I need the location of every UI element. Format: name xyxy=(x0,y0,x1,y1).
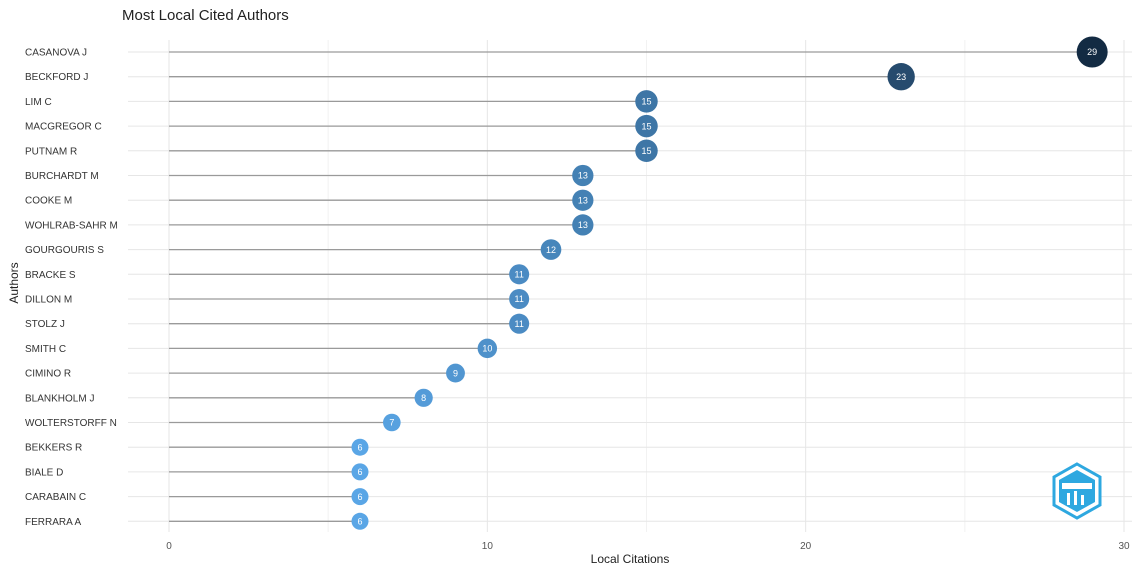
bibliometrix-logo xyxy=(1052,462,1102,520)
lollipop-dot xyxy=(572,214,594,236)
dot-value-label: 13 xyxy=(578,220,588,230)
y-tick-label: WOHLRAB-SAHR M xyxy=(25,220,118,231)
y-tick-labels: CASANOVA J BECKFORD J LIM C MACGREGOR C PUTN… xyxy=(25,48,118,528)
dot-value-label: 7 xyxy=(389,418,394,428)
dot-value-label: 15 xyxy=(641,121,651,131)
dot-value-label: 6 xyxy=(357,442,362,452)
lollipop-dot xyxy=(635,139,658,163)
x-axis-title: Local Citations xyxy=(591,552,670,566)
lollipop-dot xyxy=(477,338,498,359)
dot-value-label: 15 xyxy=(641,146,651,156)
dot-value-label: 12 xyxy=(546,245,556,255)
y-tick-label: BECKFORD J xyxy=(25,72,88,83)
x-tick-label: 20 xyxy=(800,541,812,552)
y-tick-label: PUTNAM R xyxy=(25,146,77,157)
dot-value-label: 15 xyxy=(641,97,651,107)
grid-layer xyxy=(128,40,1132,532)
lollipop-dot xyxy=(635,114,658,138)
y-axis-title: Authors xyxy=(7,262,21,303)
y-tick-label: FERRARA A xyxy=(25,517,81,528)
y-tick-label: SMITH C xyxy=(25,344,66,355)
y-tick-label: BURCHARDT M xyxy=(25,171,99,182)
y-tick-label: CIMINO R xyxy=(25,369,71,380)
dot-value-label: 23 xyxy=(896,72,906,82)
lollipop-dot xyxy=(351,438,369,456)
dot-value-label: 10 xyxy=(482,344,492,354)
y-tick-label: STOLZ J xyxy=(25,319,65,330)
y-tick-label: MACGREGOR C xyxy=(25,122,102,133)
lollipop-dot xyxy=(351,488,369,506)
y-tick-label: CASANOVA J xyxy=(25,48,87,59)
dot-value-label: 9 xyxy=(453,368,458,378)
lollipop-dot xyxy=(383,413,401,432)
lollipop-dot xyxy=(509,288,530,310)
lollipop-dot xyxy=(887,63,915,91)
lollipop-dot xyxy=(572,164,594,187)
lollipop-dot xyxy=(572,189,594,211)
chart-title: Most Local Cited Authors xyxy=(122,7,289,24)
lollipop-dot xyxy=(509,313,530,334)
stem-layer xyxy=(169,51,1093,522)
y-tick-label: GOURGOURIS S xyxy=(25,245,104,256)
x-tick-label: 0 xyxy=(166,541,172,552)
lollipop-dot xyxy=(351,463,369,481)
dot-layer: 29 23 15 15 15 13 13 13 12 11 11 11 10 9 8 7 6 6 6 6 xyxy=(351,36,1108,530)
lollipop-dot xyxy=(509,264,530,285)
dot-value-label: 6 xyxy=(357,492,362,502)
lollipop-dot xyxy=(351,512,369,530)
dot-value-label: 13 xyxy=(578,171,588,181)
dot-value-label: 13 xyxy=(578,195,588,205)
y-tick-label: WOLTERSTORFF N xyxy=(25,418,117,429)
y-tick-label: BRACKE S xyxy=(25,270,76,281)
lollipop-dot xyxy=(414,388,433,407)
x-tick-label: 10 xyxy=(482,541,494,552)
y-tick-label: BLANKHOLM J xyxy=(25,393,94,404)
dot-value-label: 29 xyxy=(1087,47,1097,57)
y-tick-label: DILLON M xyxy=(25,295,72,306)
dot-value-label: 6 xyxy=(357,517,362,527)
dot-value-label: 8 xyxy=(421,393,426,403)
lollipop-dot xyxy=(635,90,658,113)
lollipop-dot xyxy=(540,239,562,260)
y-tick-label: BIALE D xyxy=(25,467,63,478)
y-tick-label: COOKE M xyxy=(25,196,72,207)
y-tick-label: BEKKERS R xyxy=(25,443,82,454)
y-tick-label: CARABAIN C xyxy=(25,492,86,503)
dot-value-label: 11 xyxy=(514,270,523,280)
dot-value-label: 11 xyxy=(514,319,523,329)
x-tick-label: 30 xyxy=(1118,541,1130,552)
dot-value-label: 11 xyxy=(514,294,523,304)
dot-value-label: 6 xyxy=(357,467,362,477)
lollipop-dot xyxy=(446,363,465,383)
x-tick-labels: 0 10 20 30 xyxy=(166,541,1130,552)
y-tick-label: LIM C xyxy=(25,97,52,108)
lollipop-dot xyxy=(1076,36,1108,68)
